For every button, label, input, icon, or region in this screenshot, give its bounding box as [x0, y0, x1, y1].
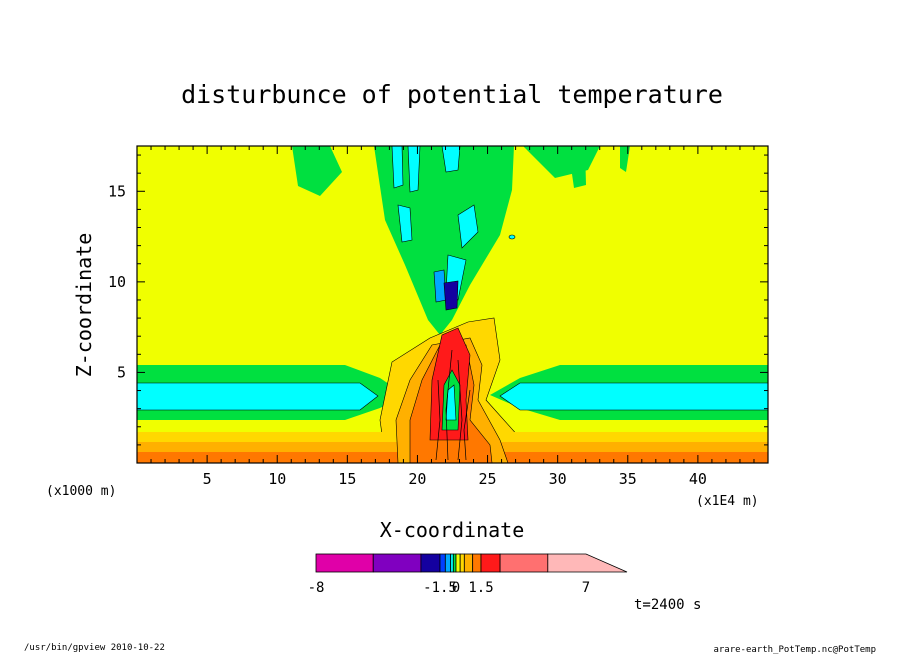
y-tick-label: 5: [117, 363, 126, 381]
contour-region: [457, 204, 479, 249]
contour-field: [136, 145, 769, 464]
contour-region: [397, 204, 413, 243]
contour-region: [568, 146, 586, 188]
time-label: t=2400 s: [634, 597, 701, 613]
colorbar-segment: [455, 553, 461, 573]
plot-frame: [136, 145, 769, 464]
x-axis: 5 10 15 20 25 30 35 40: [150, 146, 755, 488]
colorbar-segment: [372, 553, 422, 573]
y-axis-title: Z-coordinate: [72, 233, 96, 378]
x-axis-title: X-coordinate: [380, 518, 525, 542]
colorbar-tick-label: 7: [582, 580, 590, 596]
y-axis-unit: (x1000 m): [46, 484, 116, 499]
colorbar-segment: [547, 553, 628, 573]
colorbar-segment: [480, 553, 501, 573]
x-tick-label: 5: [203, 470, 212, 488]
x-tick-label: 30: [549, 470, 567, 488]
contour-region: [292, 146, 342, 196]
colorbar: -8 -1.50 1.5 7: [308, 553, 628, 596]
x-tick-label: 35: [619, 470, 637, 488]
contour-region: [508, 234, 516, 240]
colorbar-segment: [459, 553, 465, 573]
colorbar-segment: [499, 553, 549, 573]
contour-region: [136, 382, 379, 411]
colorbar-segment: [463, 553, 474, 573]
colorbar-tick-label: -8: [308, 580, 325, 596]
colorbar-tick-label: -1.5: [423, 580, 457, 596]
colorbar-segment: [420, 553, 441, 573]
contour-region: [391, 145, 404, 189]
colorbar-tick-label: 0: [452, 580, 460, 596]
colorbar-segment: [450, 553, 454, 573]
contour-region: [407, 145, 421, 193]
colorbar-segment: [439, 553, 446, 573]
x-tick-label: 40: [689, 470, 707, 488]
chart-title: disturbunce of potential temperature: [181, 80, 723, 109]
colorbar-segment: [472, 553, 482, 573]
colorbar-segment: [452, 553, 457, 573]
x-axis-unit: (x1E4 m): [696, 494, 759, 509]
x-tick-label: 15: [338, 470, 356, 488]
x-tick-label: 25: [479, 470, 497, 488]
y-tick-label: 15: [108, 182, 126, 200]
footer-right: arare-earth_PotTemp.nc@PotTemp: [713, 645, 876, 654]
contour-region: [499, 382, 769, 411]
y-tick-label: 10: [108, 273, 126, 291]
colorbar-segment: [444, 553, 452, 573]
x-tick-label: 10: [268, 470, 286, 488]
colorbar-tick-label: 1.5: [468, 580, 493, 596]
contour-lines: [435, 349, 471, 461]
footer-left: /usr/bin/gpview 2010-10-22: [24, 643, 165, 653]
colorbar-segment: [315, 553, 374, 573]
contour-region: [374, 146, 514, 335]
y-axis: 5 10 15: [108, 154, 768, 446]
x-tick-label: 20: [408, 470, 426, 488]
contour-region: [443, 280, 459, 311]
